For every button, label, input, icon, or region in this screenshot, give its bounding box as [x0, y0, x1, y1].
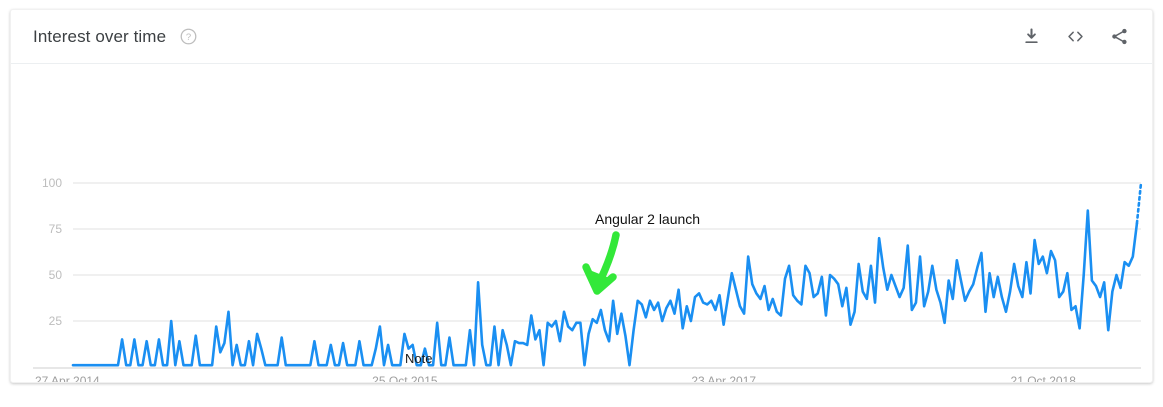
chart-x-tick-label: 27 Apr 2014 [35, 374, 100, 382]
chart-x-tick-label: 23 Apr 2017 [691, 374, 756, 382]
svg-text:?: ? [186, 32, 191, 43]
header-actions [1020, 26, 1130, 48]
trend-line-series [71, 209, 1139, 367]
annotation-angular-launch: Angular 2 launch [595, 211, 701, 227]
interest-over-time-chart[interactable]: 25 50 75 100 27 Apr 2014 25 Oct 2015 23 Apr 2… [11, 64, 1152, 382]
chart-y-tick-label: 100 [42, 176, 62, 190]
chart-y-tick-label: 50 [49, 268, 63, 282]
chart-y-tick-label: 75 [49, 222, 63, 236]
chart-x-tick-label: 25 Oct 2015 [372, 374, 438, 382]
interest-over-time-card: Interest over time ? [10, 9, 1153, 383]
card-header: Interest over time ? [11, 10, 1152, 64]
page-title: Interest over time [33, 26, 167, 46]
chart-x-axis-labels: 27 Apr 2014 25 Oct 2015 23 Apr 2017 21 Oct … [35, 374, 1076, 382]
download-icon[interactable] [1020, 26, 1042, 48]
share-icon[interactable] [1108, 26, 1130, 48]
chart-x-tick-label: 21 Oct 2018 [1011, 374, 1077, 382]
chart-area: 25 50 75 100 27 Apr 2014 25 Oct 2015 23 Apr 2… [11, 64, 1152, 382]
chart-y-tick-label: 25 [49, 314, 63, 328]
chart-y-axis-labels: 25 50 75 100 [42, 176, 62, 328]
embed-icon[interactable] [1064, 26, 1086, 48]
help-circle-icon[interactable]: ? [179, 27, 198, 46]
annotation-note: Note [405, 351, 433, 366]
trend-line-partial-segment [1135, 181, 1143, 225]
